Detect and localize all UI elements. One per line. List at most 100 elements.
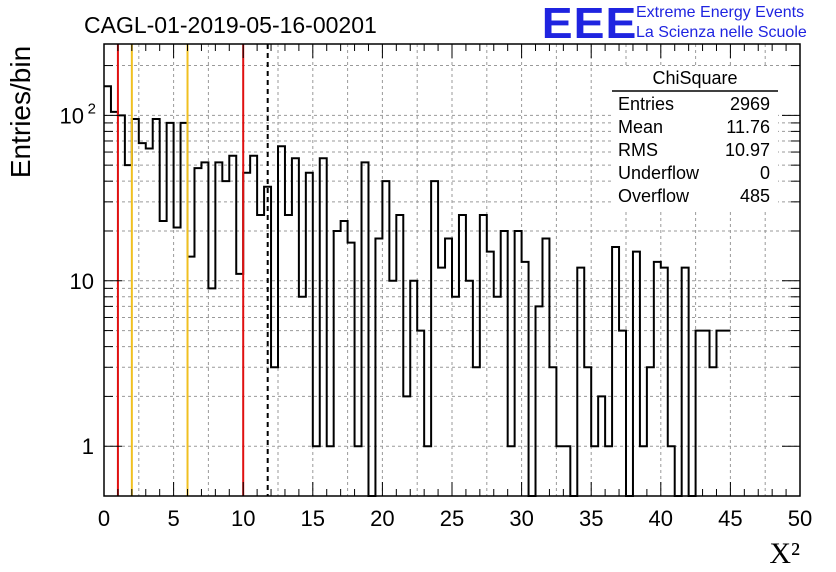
histogram-bin <box>668 446 675 496</box>
histogram-bin <box>271 367 278 496</box>
histogram-bin <box>320 158 327 496</box>
histogram-bin <box>515 231 522 496</box>
histogram-bin <box>250 156 257 496</box>
histogram-bin <box>577 268 584 496</box>
histogram-bin <box>236 274 243 496</box>
histogram-bin <box>278 146 285 496</box>
histogram-bin <box>584 367 591 496</box>
stats-box-title: ChiSquare <box>652 68 737 88</box>
histogram-bin <box>723 331 730 496</box>
eee-logo: EEE <box>541 0 638 48</box>
stats-row-value: 0 <box>760 163 770 183</box>
stats-row-value: 2969 <box>730 94 770 114</box>
x-axis-label: X² <box>769 537 800 570</box>
histogram-bin <box>306 173 313 496</box>
histogram-bin <box>459 215 466 496</box>
histogram-bin <box>355 446 362 496</box>
histogram-bin <box>612 247 619 496</box>
histogram-bin <box>647 367 654 496</box>
histogram-bin <box>417 331 424 496</box>
histogram-bin <box>480 215 487 496</box>
histogram-bin <box>410 281 417 496</box>
histogram-bin <box>139 143 146 496</box>
x-tick-label: 20 <box>370 506 394 531</box>
stats-row-value: 10.97 <box>725 140 770 160</box>
histogram-bin <box>536 306 543 496</box>
y-tick-label: 10 <box>70 269 94 294</box>
histogram-bin <box>696 331 703 496</box>
x-tick-label: 35 <box>579 506 603 531</box>
histogram-bin <box>605 446 612 496</box>
eee-logo-line1: Extreme Energy Events <box>636 4 805 21</box>
histogram-bin <box>431 181 438 496</box>
histogram-bin <box>160 221 167 496</box>
histogram-bin <box>334 231 341 496</box>
eee-logo-line2: La Scienza nelle Scuole <box>636 24 807 41</box>
histogram-bin <box>438 268 445 496</box>
histogram-bin <box>508 446 515 496</box>
histogram-bin <box>389 281 396 496</box>
histogram-bin <box>716 331 723 496</box>
x-tick-label: 50 <box>788 506 812 531</box>
histogram-bin <box>682 268 689 496</box>
histogram-bin <box>341 221 348 496</box>
histogram-bin <box>466 281 473 496</box>
y-axis-label: Entries/bin <box>5 46 36 178</box>
histogram-bin <box>174 227 181 496</box>
histogram-bin <box>222 181 229 496</box>
histogram-bin <box>243 173 250 496</box>
y-tick-label: 10 <box>60 103 84 128</box>
histogram-bin <box>194 168 201 496</box>
histogram-bin <box>703 331 710 496</box>
histogram-bin <box>146 149 153 496</box>
stats-row-label: Mean <box>618 117 663 137</box>
histogram-bin <box>188 257 195 496</box>
x-tick-label: 10 <box>231 506 255 531</box>
x-tick-label: 25 <box>440 506 464 531</box>
histogram-bin <box>257 215 264 496</box>
histogram-bin <box>640 446 647 496</box>
stats-row-value: 485 <box>740 186 770 206</box>
histogram-bin <box>327 446 334 496</box>
x-tick-label: 0 <box>98 506 110 531</box>
x-tick-label: 45 <box>718 506 742 531</box>
stats-row-label: Underflow <box>618 163 700 183</box>
histogram-bin <box>208 288 215 496</box>
histogram-bin <box>229 156 236 496</box>
histogram-bin <box>501 231 508 496</box>
histogram-bin <box>292 158 299 496</box>
histogram-bin <box>661 268 668 496</box>
x-tick-label: 40 <box>649 506 673 531</box>
histogram-bin <box>285 215 292 496</box>
histogram-bin <box>167 123 174 496</box>
histogram-bin <box>153 119 160 496</box>
stats-row-label: Entries <box>618 94 674 114</box>
y-tick-label: 1 <box>82 434 94 459</box>
histogram-bin <box>424 446 431 496</box>
histogram-bin <box>556 446 563 496</box>
histogram-bin <box>132 119 139 496</box>
histogram-bin <box>104 86 111 496</box>
x-tick-label: 5 <box>167 506 179 531</box>
histogram-bin <box>549 367 556 496</box>
histogram-bin <box>313 446 320 496</box>
histogram-bin <box>118 115 125 496</box>
stats-row-value: 11.76 <box>726 117 770 137</box>
histogram-series <box>104 85 731 497</box>
histogram-bin <box>619 331 626 496</box>
histogram-bin <box>563 446 570 496</box>
histogram-bin <box>181 123 188 496</box>
histogram-bin <box>473 367 480 496</box>
stats-row-label: RMS <box>618 140 658 160</box>
histogram-bin <box>396 215 403 496</box>
y-tick-exponent: 2 <box>88 100 96 117</box>
histogram-bin <box>591 446 598 496</box>
chart-title: CAGL-01-2019-05-16-00201 <box>84 12 377 38</box>
x-tick-label: 30 <box>509 506 533 531</box>
histogram-bin <box>382 181 389 496</box>
histogram-bin <box>710 367 717 496</box>
x-tick-label: 15 <box>301 506 325 531</box>
histogram-bin <box>111 112 118 496</box>
